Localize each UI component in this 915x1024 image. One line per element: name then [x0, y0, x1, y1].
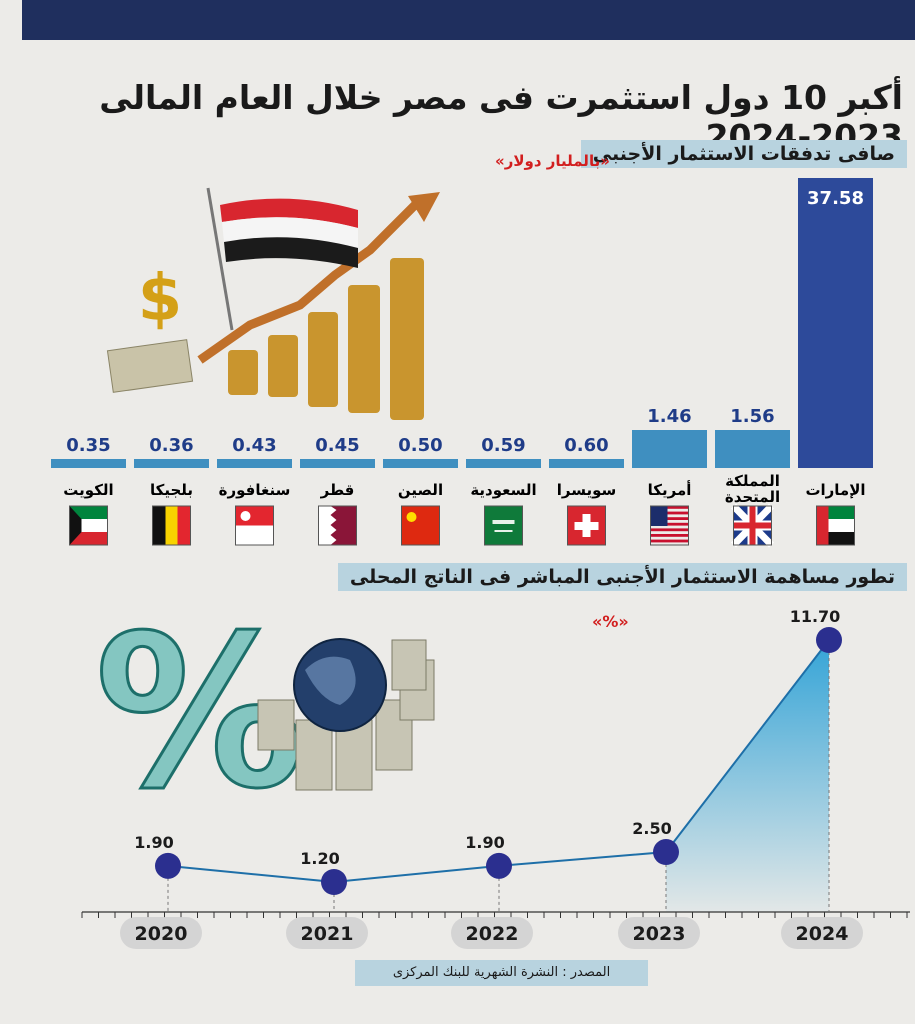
bar-category-label-4: السعودية	[470, 481, 536, 499]
year-pill-3	[618, 917, 700, 949]
bar-8	[134, 459, 209, 468]
flag-icon-6	[318, 505, 357, 546]
bar-5	[383, 459, 458, 468]
bar-chart-unit: «بالمليار دولار»	[495, 152, 610, 170]
x-tick-label-3: 2023	[633, 923, 686, 945]
bar-2	[632, 430, 707, 468]
bar-value-label-1: 1.56	[730, 406, 774, 427]
area-fill-2023-2024	[666, 640, 829, 912]
x-tick-label-4: 2024	[796, 923, 849, 945]
bar-6	[300, 459, 375, 468]
data-point-0	[155, 852, 181, 879]
point-value-label-2: 1.90	[465, 833, 504, 852]
flag-icon-9	[69, 505, 108, 546]
point-value-label-0: 1.90	[134, 833, 173, 852]
x-tick-label-2: 2022	[466, 923, 519, 945]
bar-value-label-3: 0.60	[564, 435, 608, 456]
flag-icon-7	[235, 505, 274, 546]
point-value-label-1: 1.20	[300, 849, 339, 868]
bar-category-label-0: الإمارات	[805, 481, 865, 499]
coins-arrow-illustration: $	[106, 187, 440, 420]
bar-category-label-1-b: المتحدة	[725, 488, 780, 506]
svg-text:$: $	[138, 262, 183, 336]
x-tick-label-1: 2021	[301, 923, 354, 945]
bar-value-label-6: 0.45	[315, 435, 359, 456]
bar-9	[51, 459, 126, 468]
year-pill-4	[781, 917, 863, 949]
bar-value-label-2: 1.46	[647, 406, 691, 427]
bar-3	[549, 459, 624, 468]
flag-icon-4	[484, 505, 523, 546]
flag-icon-5	[401, 505, 440, 546]
bar-value-label-5: 0.50	[398, 435, 442, 456]
bar-category-label-3: سويسرا	[557, 481, 617, 499]
bar-category-label-9: الكويت	[63, 481, 113, 499]
bar-value-label-7: 0.43	[232, 435, 276, 456]
data-point-1	[321, 869, 347, 895]
x-tick-label-0: 2020	[135, 923, 188, 945]
data-point-3	[653, 839, 679, 866]
line-chart: 1.90 2020 1.20 2021 1.90 2022 2.50 2023 11.70 202…	[81, 607, 910, 949]
bar-value-label-9: 0.35	[66, 435, 110, 456]
bar-value-label-4: 0.59	[481, 435, 525, 456]
flag-icon-8	[152, 505, 191, 546]
bar-value-label-0: 37.58	[807, 188, 864, 209]
line-chart-title: تطور مساهمة الاستثمار الأجنبى المباشر فى…	[337, 563, 907, 591]
flag-icon-3	[567, 505, 606, 546]
point-value-label-4: 11.70	[790, 607, 841, 626]
bar-1	[715, 430, 790, 468]
bar-category-label-1: المملكة	[725, 472, 780, 490]
year-pill-1	[286, 917, 368, 949]
bar-category-label-5: الصين	[398, 481, 443, 499]
data-point-4	[816, 627, 842, 653]
bar-category-label-6: قطر	[320, 481, 355, 499]
bar-category-label-2: أمريكا	[648, 480, 692, 499]
year-pill-0	[120, 917, 202, 949]
source-note: المصدر : النشرة الشهرية للبنك المركزى	[355, 960, 648, 986]
bar-7	[217, 459, 292, 468]
year-pill-2	[451, 917, 533, 949]
bar-0	[798, 178, 873, 468]
line-chart-unit: «%»	[592, 612, 629, 631]
bar-category-label-7: سنغافورة	[219, 481, 291, 499]
percent-globe-illustration: %	[93, 589, 435, 837]
top-banner	[22, 0, 915, 40]
bar-value-label-8: 0.36	[149, 435, 193, 456]
bar-category-label-8: بلجيكا	[150, 481, 193, 499]
flag-icon-0	[816, 505, 855, 546]
flag-icon-1	[730, 503, 775, 548]
flag-icon-2	[650, 505, 689, 546]
bar-4	[466, 459, 541, 468]
bar-chart-title: صافى تدفقات الاستثمار الأجنبى	[580, 140, 907, 168]
data-point-2	[486, 852, 512, 879]
point-value-label-3: 2.50	[632, 819, 671, 838]
